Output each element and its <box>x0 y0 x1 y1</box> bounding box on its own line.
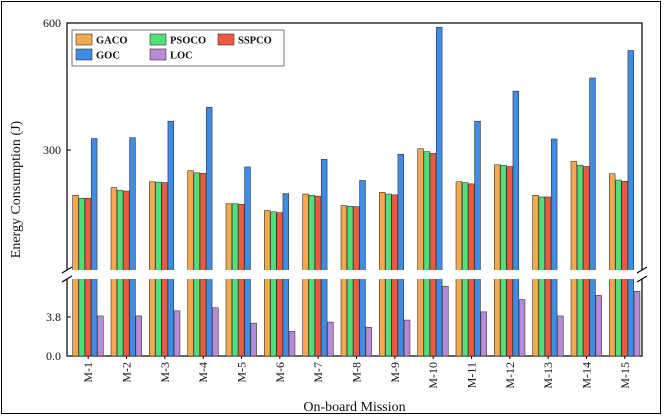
legend-swatch-goc <box>75 48 93 61</box>
x-tick-label-m-1: M-1 <box>81 362 95 383</box>
bar-loc-m-9 <box>403 319 411 357</box>
bar-psoco-m-3 <box>155 181 162 357</box>
x-tick-label-m-4: M-4 <box>196 362 210 383</box>
bar-sspco-m-11 <box>468 183 475 357</box>
bar-gaco-m-12 <box>494 164 501 357</box>
x-tick-label-m-8: M-8 <box>350 362 364 383</box>
bar-sspco-m-14 <box>583 166 590 357</box>
bar-sspco-m-10 <box>429 153 437 357</box>
bar-gaco-m-15 <box>609 173 616 357</box>
x-tick-label-m-13: M-13 <box>541 362 555 389</box>
legend-box <box>71 29 285 67</box>
x-tick-label-m-2: M-2 <box>120 362 134 383</box>
legend-label-sspco: SSPCO <box>238 36 272 47</box>
x-tick-label-m-5: M-5 <box>235 362 249 383</box>
bar-goc-m-15 <box>627 50 635 357</box>
bar-loc-m-14 <box>595 295 602 357</box>
bar-loc-m-1 <box>97 315 104 357</box>
legend-label-goc: GOC <box>96 51 120 62</box>
bar-loc-m-6 <box>288 331 296 357</box>
bar-gaco-m-14 <box>570 161 578 357</box>
bar-goc-m-8 <box>359 180 366 357</box>
bar-sspco-m-6 <box>276 212 283 357</box>
bar-psoco-m-10 <box>423 151 430 357</box>
bar-goc-m-12 <box>512 90 520 357</box>
bar-loc-m-7 <box>327 321 334 357</box>
axis-break-mark-right-bottom <box>636 275 648 283</box>
bar-sspco-m-12 <box>506 166 513 357</box>
bar-goc-m-9 <box>397 153 405 357</box>
x-axis-title: On-board Mission <box>303 400 405 415</box>
bar-psoco-m-12 <box>500 164 507 357</box>
bar-gaco-m-11 <box>455 181 463 357</box>
legend-label-loc: LOC <box>170 51 193 62</box>
bar-gaco-m-5 <box>225 203 233 357</box>
bar-goc-m-14 <box>589 77 596 357</box>
bar-psoco-m-11 <box>461 182 469 357</box>
bar-sspco-m-4 <box>199 172 207 357</box>
x-tick-label-m-11: M-11 <box>465 362 479 388</box>
bar-loc-m-10 <box>442 285 449 357</box>
bar-loc-m-5 <box>250 322 257 357</box>
x-tick-label-m-6: M-6 <box>273 362 287 383</box>
x-tick-label-m-10: M-10 <box>426 362 440 389</box>
x-tick-label-m-7: M-7 <box>311 362 325 383</box>
x-tick-label-m-14: M-14 <box>580 362 594 389</box>
legend-swatch-sspco <box>217 33 235 46</box>
y-axis-title: Energy Consumption (J) <box>9 120 24 258</box>
y-tick-label-300: 300 <box>43 143 61 157</box>
bar-gaco-m-3 <box>149 181 156 357</box>
bar-sspco-m-8 <box>353 206 360 357</box>
x-tick-label-m-12: M-12 <box>503 362 517 389</box>
bar-psoco-m-15 <box>615 179 622 357</box>
bar-sspco-m-15 <box>621 181 628 357</box>
bar-loc-m-11 <box>480 311 487 357</box>
axis-break-mark-left-top <box>61 266 73 274</box>
x-tick-label-m-3: M-3 <box>158 362 172 383</box>
x-tick-label-m-15: M-15 <box>618 362 632 389</box>
bar-sspco-m-3 <box>161 182 168 357</box>
bar-goc-m-1 <box>90 138 98 357</box>
bar-goc-m-10 <box>435 26 443 357</box>
bar-loc-m-4 <box>212 307 219 357</box>
bar-loc-m-15 <box>633 291 641 357</box>
bar-goc-m-4 <box>205 106 213 357</box>
bar-loc-m-2 <box>135 315 142 357</box>
bar-loc-m-8 <box>365 326 372 357</box>
legend-swatch-gaco <box>75 33 93 46</box>
bar-loc-m-13 <box>557 315 564 357</box>
bar-goc-m-3 <box>167 120 175 357</box>
bar-gaco-m-8 <box>340 205 348 357</box>
x-tick-label-m-9: M-9 <box>388 362 402 383</box>
legend-swatch-loc <box>149 48 167 61</box>
bar-psoco-m-4 <box>193 172 200 357</box>
y-tick-label-600: 600 <box>43 16 61 30</box>
bar-loc-m-12 <box>518 299 526 357</box>
bar-psoco-m-5 <box>231 203 239 357</box>
bar-goc-m-13 <box>550 138 558 357</box>
bar-goc-m-11 <box>474 120 481 357</box>
bar-goc-m-5 <box>244 166 251 357</box>
bar-gaco-m-6 <box>264 210 271 357</box>
axis-break-gap <box>61 270 648 279</box>
bar-gaco-m-10 <box>417 148 424 357</box>
axis-break-mark-left-bottom <box>61 275 73 283</box>
y-tick-label-low-3.8: 3.8 <box>46 310 61 324</box>
axis-break-mark-right-top <box>636 266 648 274</box>
bar-goc-m-7 <box>320 159 328 357</box>
bar-psoco-m-6 <box>270 211 277 357</box>
legend-swatch-psoco <box>149 33 167 46</box>
bar-gaco-m-4 <box>187 170 194 357</box>
bar-goc-m-2 <box>129 137 136 357</box>
legend-label-psoco: PSOCO <box>170 36 206 47</box>
bar-sspco-m-5 <box>238 203 245 357</box>
y-tick-label-low-0: 0.0 <box>46 349 61 363</box>
bar-psoco-m-14 <box>576 164 584 357</box>
bar-psoco-m-8 <box>346 206 354 357</box>
bar-loc-m-3 <box>173 310 181 357</box>
legend-label-gaco: GACO <box>96 36 128 47</box>
